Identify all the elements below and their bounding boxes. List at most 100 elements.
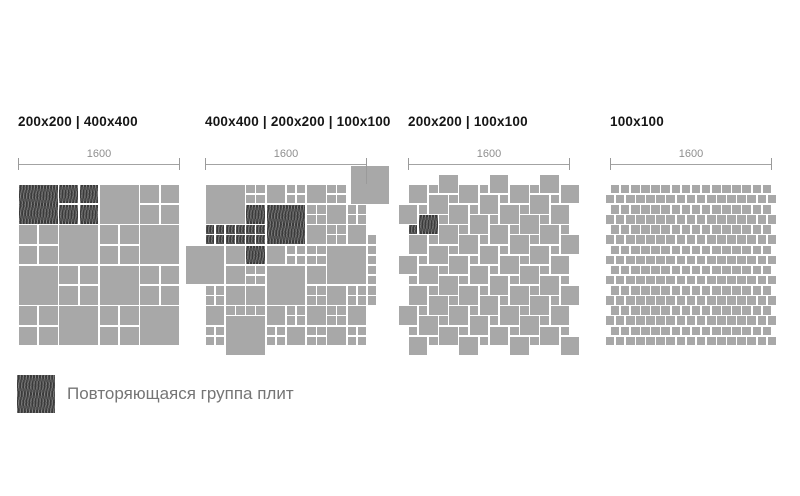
tile-100: [215, 326, 225, 336]
tile-200: [439, 275, 458, 295]
tile-100: [691, 286, 701, 295]
tile-100: [418, 255, 428, 265]
tile-100: [418, 205, 428, 214]
tile-200: [99, 245, 119, 265]
tile-200: [489, 225, 509, 244]
tile-100: [666, 194, 675, 204]
tile-100: [266, 336, 276, 346]
tile-100: [520, 306, 529, 315]
tile-100: [286, 255, 296, 265]
tile-layout-1: [18, 184, 180, 346]
tile-100: [681, 184, 691, 194]
tile-100-hatched: [246, 235, 255, 244]
tile-100: [605, 336, 615, 346]
tile-200: [550, 255, 570, 275]
tile-100: [727, 215, 736, 224]
tile-100: [510, 326, 519, 336]
tile-100: [610, 286, 620, 295]
tile-200: [307, 225, 326, 244]
tile-100: [429, 184, 438, 194]
tile-100: [408, 326, 418, 336]
tile-100: [625, 296, 635, 305]
tile-100: [631, 225, 640, 234]
tile-100: [367, 265, 377, 275]
tile-100: [636, 296, 645, 305]
tile-200: [120, 245, 139, 265]
tile-400: [140, 306, 180, 346]
tile-100: [732, 245, 741, 255]
tile-200: [18, 326, 38, 346]
tile-100: [615, 275, 625, 285]
tile-100: [722, 286, 731, 295]
tile-100-hatched: [256, 225, 265, 234]
tile-100: [246, 194, 255, 204]
tile-200: [99, 326, 119, 346]
tile-100: [610, 265, 620, 275]
tile-400: [185, 245, 225, 285]
tile-100: [717, 255, 726, 265]
tile-100: [651, 286, 660, 295]
tile-100: [742, 245, 751, 255]
tile-200: [550, 205, 570, 224]
tile-100: [286, 245, 296, 255]
tile-100: [215, 336, 225, 346]
tile-100: [560, 225, 570, 234]
tile-200: [418, 265, 438, 285]
tile-100: [661, 225, 670, 234]
tile-200: [408, 286, 428, 305]
tile-100: [246, 184, 255, 194]
tile-100: [459, 275, 468, 285]
tile-100: [747, 296, 756, 305]
tile-100: [646, 194, 655, 204]
tile-100: [651, 306, 660, 315]
tile-100-hatched: [226, 225, 235, 234]
tile-200: [307, 306, 326, 325]
tile-100: [737, 296, 746, 305]
tile-100: [625, 194, 635, 204]
dimension-label: 1600: [476, 148, 502, 160]
tile-200: [160, 184, 180, 204]
tile-100: [337, 194, 346, 204]
tile-100-hatched: [215, 225, 225, 234]
tile-100: [615, 235, 625, 244]
tile-200: [398, 306, 418, 325]
tile-100: [656, 336, 665, 346]
tile-100: [727, 275, 736, 285]
tile-100: [357, 336, 367, 346]
tile-200: [398, 255, 418, 275]
tile-100: [666, 255, 675, 265]
tile-100-hatched: [205, 235, 215, 244]
tile-100: [646, 235, 655, 244]
tile-200: [510, 184, 529, 204]
tile-100: [681, 286, 691, 295]
tile-100: [661, 286, 670, 295]
tile-100: [737, 275, 746, 285]
tile-100: [706, 336, 716, 346]
tile-100: [646, 255, 655, 265]
tile-100: [656, 316, 665, 325]
tile-100-hatched: [246, 225, 255, 234]
tile-100: [469, 255, 479, 265]
tile-100: [530, 235, 539, 244]
tile-100: [717, 275, 726, 285]
tile-layout-4: [605, 184, 777, 346]
tile-200: [59, 265, 78, 285]
tile-100: [767, 336, 777, 346]
tile-100: [479, 336, 489, 346]
tile-100: [732, 205, 741, 214]
tile-100: [717, 316, 726, 325]
tile-200: [246, 286, 265, 305]
tile-100: [327, 194, 336, 204]
tile-200: [530, 194, 549, 214]
tile-100: [727, 194, 736, 204]
tile-100: [717, 336, 726, 346]
tile-100: [347, 286, 357, 295]
tile-100: [722, 245, 731, 255]
tile-100: [671, 306, 681, 315]
tile-100: [727, 255, 736, 265]
tile-100: [641, 184, 650, 194]
tile-200: [418, 316, 438, 336]
tile-100: [727, 235, 736, 244]
tile-100: [646, 336, 655, 346]
